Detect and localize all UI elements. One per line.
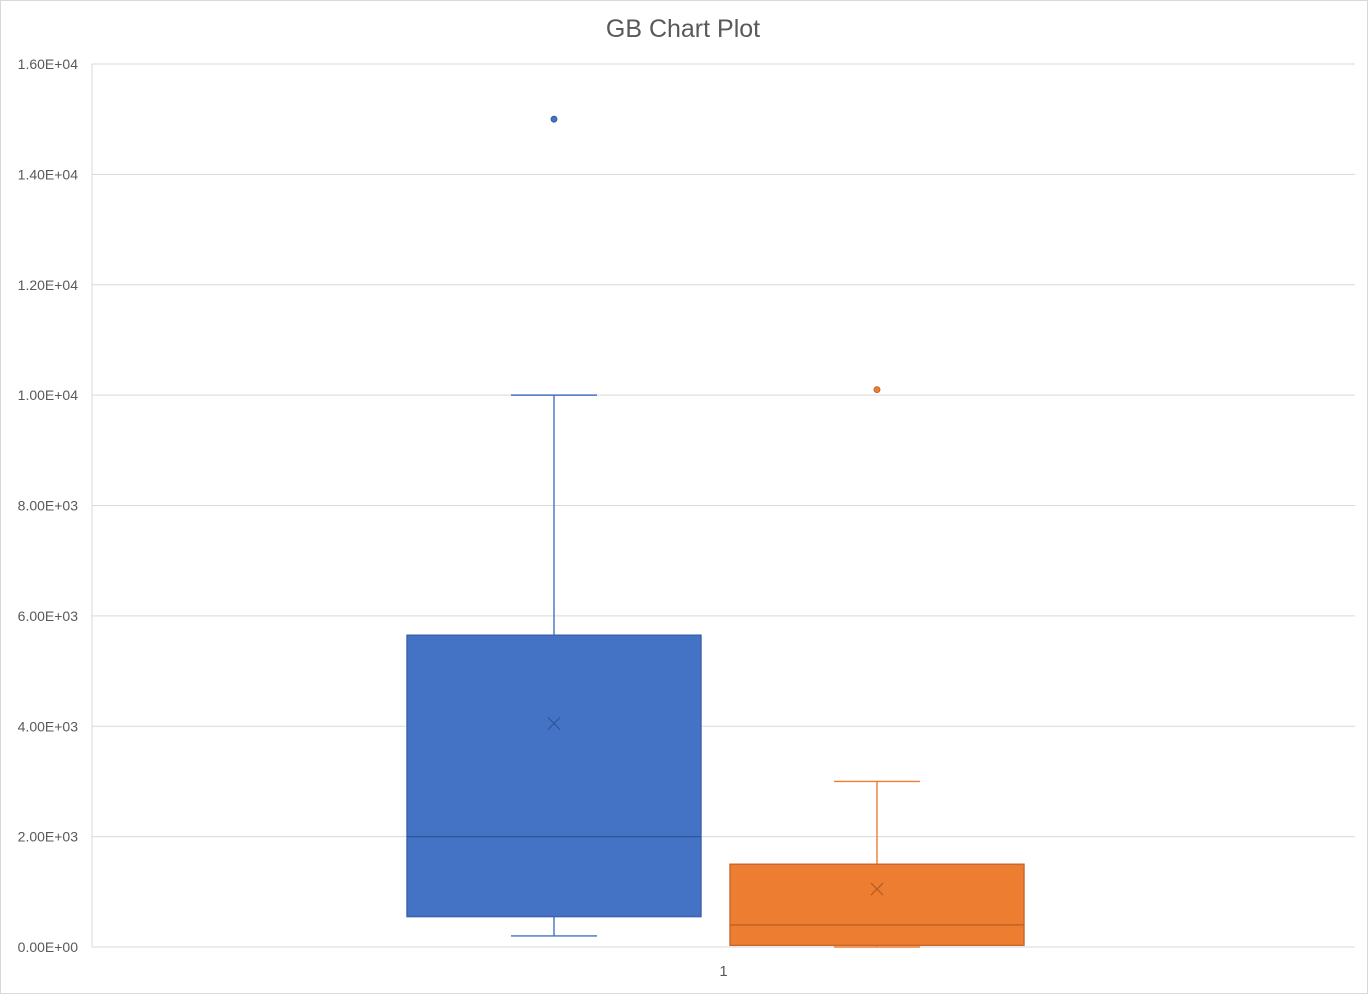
y-tick-label: 0.00E+00 [18, 939, 79, 955]
y-tick-label: 2.00E+03 [18, 829, 79, 845]
y-tick-label: 6.00E+03 [18, 608, 79, 624]
y-tick-label: 1.00E+04 [18, 387, 79, 403]
box-series-1 [406, 115, 702, 937]
outlier-point [873, 386, 881, 394]
x-axis-tick-labels: 1 [719, 963, 727, 980]
y-tick-label: 4.00E+03 [18, 718, 79, 734]
mean-marker [547, 717, 561, 730]
box-q1-q3 [406, 634, 702, 918]
y-tick-label: 1.60E+04 [18, 56, 79, 72]
chart-title: GB Chart Plot [606, 15, 760, 43]
outlier-point [550, 115, 558, 123]
gridlines [91, 63, 1355, 948]
x-tick-label: 1 [719, 963, 727, 980]
mean-marker [870, 882, 884, 896]
y-tick-label: 1.40E+04 [18, 166, 79, 182]
box-series-2 [729, 386, 1025, 948]
y-tick-label: 1.20E+04 [18, 277, 79, 293]
box-q1-q3 [729, 863, 1025, 947]
y-axis-tick-labels: 0.00E+00 2.00E+03 4.00E+03 6.00E+03 8.00E+03… [18, 56, 79, 955]
y-tick-label: 8.00E+03 [18, 498, 79, 514]
box-series [406, 115, 1025, 948]
